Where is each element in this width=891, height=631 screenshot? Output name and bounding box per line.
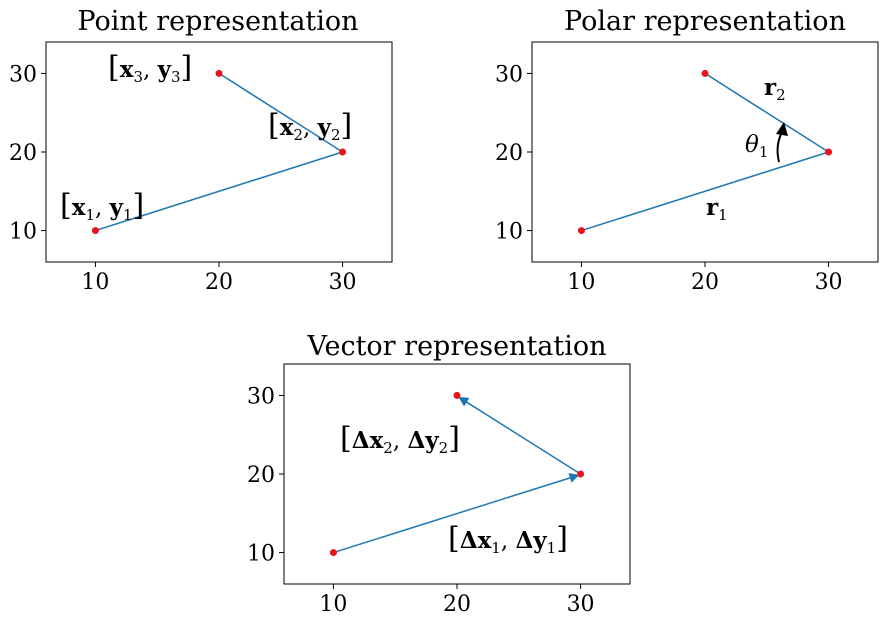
annotation-label: r1: [706, 194, 728, 224]
data-point: [339, 148, 347, 156]
y-tick-label: 20: [9, 141, 37, 166]
annotation-label: [x2, y2]: [268, 108, 352, 144]
point-representation-chart: Point representation 10 20 30 10 20 30 [x1, y1…: [9, 6, 393, 295]
vector-arrow: [458, 396, 581, 475]
annotation-label: r2: [764, 74, 786, 104]
data-point: [577, 470, 585, 478]
x-tick-label: 10: [567, 270, 595, 295]
data-point: [91, 227, 99, 235]
data-point: [577, 227, 585, 235]
annotation-label: [x1, y1]: [60, 188, 144, 224]
x-tick-label: 20: [443, 592, 471, 617]
data-point: [453, 391, 461, 399]
annotation-label: [Δx1, Δy1]: [448, 521, 568, 557]
y-tick-label: 30: [247, 384, 275, 409]
data-point: [329, 549, 337, 557]
y-tick-label: 20: [247, 463, 275, 488]
polar-representation-chart: Polar representation 10 20 30 10 20 30 r1 r2 θ1: [495, 6, 879, 295]
annotation-label: [x3, y3]: [108, 50, 192, 86]
vector-representation-chart: Vector representation 10 20 30 10 20 30 [Δx2, …: [247, 331, 631, 617]
x-tick-label: 20: [205, 270, 233, 295]
chart-title: Point representation: [77, 6, 358, 37]
y-tick-label: 10: [9, 220, 37, 245]
series-line: [581, 72, 831, 232]
angle-arc: [776, 131, 783, 163]
x-tick-label: 20: [691, 270, 719, 295]
y-tick-label: 30: [495, 62, 523, 87]
y-tick-label: 10: [495, 220, 523, 245]
data-point: [825, 148, 833, 156]
chart-title: Polar representation: [564, 6, 846, 37]
x-tick-label: 10: [319, 592, 347, 617]
y-tick-label: 20: [495, 141, 523, 166]
annotation-label: [Δx2, Δy2]: [340, 421, 460, 457]
y-tick-label: 30: [9, 62, 37, 87]
data-point: [215, 69, 223, 77]
x-tick-label: 30: [567, 592, 595, 617]
angle-arrowhead: [776, 122, 788, 136]
x-tick-label: 10: [81, 270, 109, 295]
annotation-label: θ1: [745, 132, 768, 161]
vector-arrow: [333, 473, 580, 554]
data-point: [701, 69, 709, 77]
x-tick-label: 30: [815, 270, 843, 295]
y-tick-label: 10: [247, 542, 275, 567]
chart-title: Vector representation: [306, 331, 606, 362]
x-tick-label: 30: [329, 270, 357, 295]
